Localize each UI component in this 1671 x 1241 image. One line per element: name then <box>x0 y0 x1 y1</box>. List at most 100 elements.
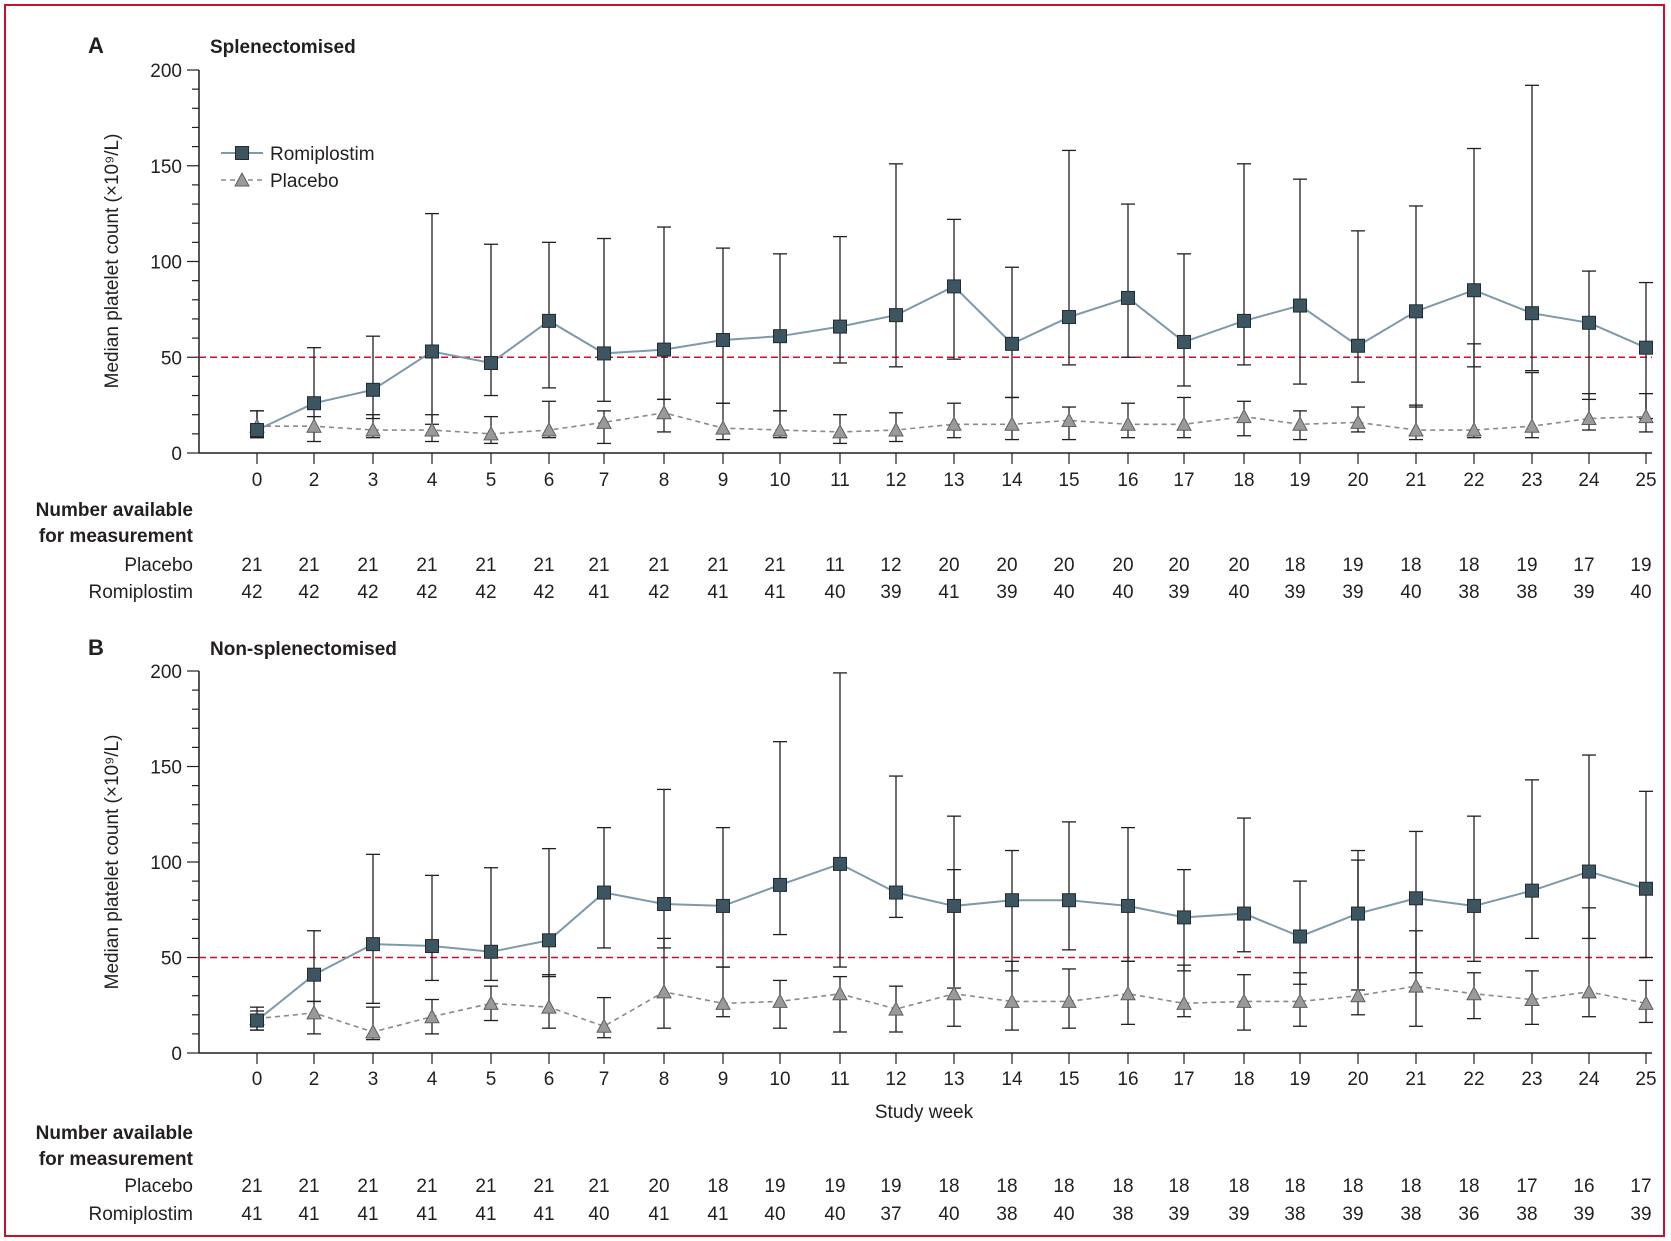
placebo-point <box>656 404 672 420</box>
placebo-point <box>1292 416 1308 431</box>
placebo-count: 18 <box>1458 555 1479 576</box>
x-tick-label: 23 <box>1521 470 1542 491</box>
placebo-count: 21 <box>241 1176 262 1197</box>
romiplostim-count: 40 <box>1053 1204 1074 1225</box>
x-tick-label: 6 <box>544 470 555 491</box>
placebo-point <box>1638 995 1654 1010</box>
x-tick-label: 12 <box>885 470 906 491</box>
romiplostim-point <box>542 313 556 328</box>
placebo-point <box>715 995 731 1010</box>
x-tick-label: 5 <box>486 470 497 491</box>
y-tick-label: 50 <box>161 348 182 369</box>
romiplostim-point <box>773 329 787 344</box>
romiplostim-point <box>1005 893 1019 908</box>
romiplostim-count: 39 <box>1630 1204 1651 1225</box>
placebo-point <box>483 995 499 1010</box>
x-tick-label: 11 <box>830 1069 850 1090</box>
x-tick-label: 11 <box>830 470 850 491</box>
romiplostim-count: 39 <box>996 582 1017 603</box>
x-tick-label: 21 <box>1405 1069 1426 1090</box>
romiplostim-point <box>657 897 671 912</box>
romiplostim-count: 37 <box>880 1204 901 1225</box>
placebo-count: 20 <box>938 555 959 576</box>
x-tick-label: 15 <box>1058 1069 1079 1090</box>
x-tick-label: 9 <box>718 470 729 491</box>
placebo-point <box>365 1023 381 1039</box>
panel-letter: A <box>88 33 104 58</box>
x-tick-label: 22 <box>1463 470 1484 491</box>
romiplostim-count: 41 <box>416 1204 437 1225</box>
placebo-count: 18 <box>1342 1176 1363 1197</box>
placebo-count: 21 <box>416 1176 437 1197</box>
placebo-point <box>946 416 962 431</box>
romiplostim-point <box>1467 283 1481 298</box>
counts-title-line1: Number available <box>36 500 193 521</box>
romiplostim-point <box>1582 315 1596 330</box>
x-tick-label: 13 <box>943 470 964 491</box>
romiplostim-point <box>1293 929 1307 944</box>
counts-romiplostim-label: Romiplostim <box>88 1204 193 1225</box>
placebo-point <box>483 425 499 441</box>
counts-placebo-label: Placebo <box>124 555 193 576</box>
placebo-point <box>1408 978 1424 993</box>
placebo-count: 18 <box>1400 555 1421 576</box>
romiplostim-point <box>1237 906 1251 921</box>
romiplostim-point <box>716 898 730 913</box>
placebo-point <box>596 1018 612 1033</box>
x-tick-label: 0 <box>252 470 263 491</box>
placebo-point <box>888 1001 904 1016</box>
placebo-point <box>1120 985 1136 1001</box>
romiplostim-count: 40 <box>588 1204 609 1225</box>
placebo-count: 21 <box>533 1176 554 1197</box>
placebo-point <box>1061 412 1077 427</box>
romiplostim-count: 41 <box>298 1204 319 1225</box>
romiplostim-count: 41 <box>938 582 959 603</box>
romiplostim-count: 38 <box>996 1204 1017 1225</box>
placebo-point <box>1350 987 1366 1003</box>
romiplostim-count: 42 <box>475 582 496 603</box>
placebo-count: 19 <box>1630 555 1651 576</box>
placebo-point <box>541 421 557 437</box>
placebo-point <box>1176 995 1192 1010</box>
x-tick-label: 22 <box>1463 1069 1484 1090</box>
legend-placebo-label: Placebo <box>270 171 339 192</box>
placebo-count: 17 <box>1516 1176 1537 1197</box>
placebo-point <box>424 421 440 437</box>
placebo-point <box>1236 993 1252 1008</box>
legend-romiplostim-marker <box>235 146 249 160</box>
x-tick-label: 5 <box>486 1069 497 1090</box>
x-tick-label: 25 <box>1635 1069 1656 1090</box>
placebo-count: 21 <box>588 1176 609 1197</box>
placebo-point <box>1581 983 1597 999</box>
placebo-count: 20 <box>1228 555 1249 576</box>
x-tick-label: 16 <box>1117 470 1138 491</box>
y-axis-title: Median platelet count (×10⁹/L) <box>102 735 123 990</box>
romiplostim-point <box>1639 340 1653 355</box>
x-tick-label: 10 <box>769 470 790 491</box>
x-tick-label: 24 <box>1578 470 1600 491</box>
romiplostim-point <box>1177 334 1191 349</box>
placebo-point <box>1004 416 1020 431</box>
placebo-point <box>888 421 904 437</box>
x-tick-label: 3 <box>368 470 379 491</box>
romiplostim-point <box>1121 290 1135 305</box>
romiplostim-point <box>1121 898 1135 913</box>
placebo-point <box>1524 991 1540 1007</box>
placebo-count: 18 <box>996 1176 1017 1197</box>
romiplostim-count: 39 <box>1573 1204 1594 1225</box>
x-tick-label: 17 <box>1173 470 1194 491</box>
romiplostim-point <box>307 396 321 411</box>
romiplostim-count: 39 <box>880 582 901 603</box>
placebo-count: 19 <box>1342 555 1363 576</box>
romiplostim-count: 38 <box>1516 582 1537 603</box>
placebo-count: 21 <box>764 555 785 576</box>
placebo-count: 19 <box>1516 555 1537 576</box>
placebo-point <box>946 985 962 1001</box>
romiplostim-count: 42 <box>648 582 669 603</box>
counts-title-line1: Number available <box>36 1123 193 1144</box>
x-tick-label: 10 <box>769 1069 790 1090</box>
placebo-count: 20 <box>1168 555 1189 576</box>
placebo-count: 20 <box>648 1176 669 1197</box>
romiplostim-count: 41 <box>357 1204 378 1225</box>
legend-romiplostim-label: Romiplostim <box>270 144 375 165</box>
